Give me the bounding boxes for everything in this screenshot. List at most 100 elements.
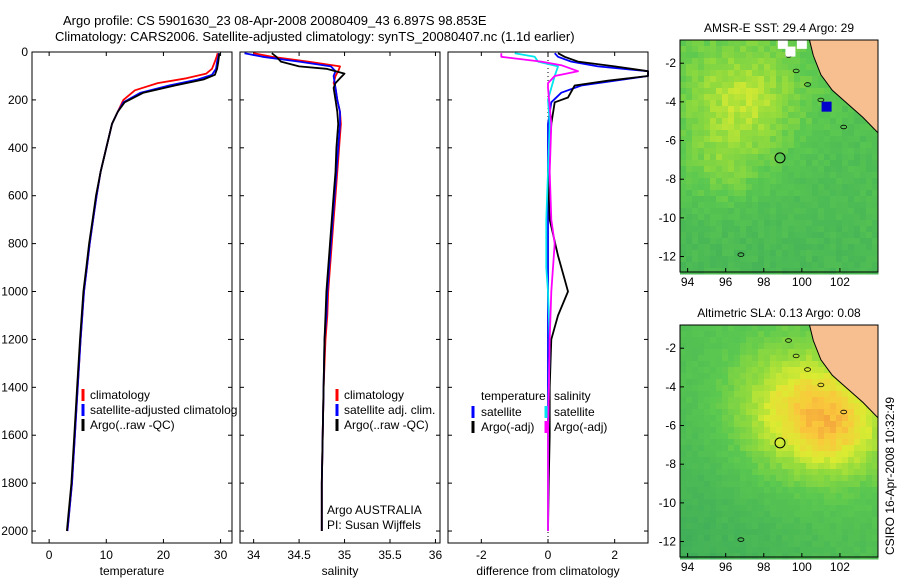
heatmap-cell [794,325,801,332]
heatmap-cell [782,331,789,338]
heatmap-cell [692,244,699,251]
heatmap-cell [680,178,687,185]
heatmap-cell [854,529,861,536]
heatmap-cell [806,337,813,344]
heatmap-cell [860,433,867,440]
heatmap-cell [710,481,717,488]
heatmap-cell [836,166,843,173]
heatmap-cell [680,361,687,368]
heatmap-cell [842,250,849,257]
heatmap-cell [872,136,879,143]
heatmap-cell [686,439,693,446]
heatmap-cell [704,379,711,386]
x-tick-label: 0 [545,548,552,562]
heatmap-cell [836,142,843,149]
heatmap-cell [782,535,789,542]
heatmap-cell [800,202,807,209]
heatmap-cell [806,511,813,518]
heatmap-cell [704,154,711,161]
heatmap-cell [728,481,735,488]
heatmap-cell [848,196,855,203]
heatmap-cell [860,409,867,416]
heatmap-cell [836,226,843,233]
heatmap-cell [752,208,759,215]
heatmap-cell [704,433,711,440]
heatmap-cell [794,136,801,143]
heatmap-cell [818,553,825,560]
heatmap-cell [734,208,741,215]
heatmap-cell [734,130,741,137]
heatmap-cell [824,94,831,101]
legend-label: satellite [554,405,595,419]
heatmap-cell [776,349,783,356]
heatmap-cell [764,238,771,245]
heatmap-cell [704,202,711,209]
y-tick-label: 2000 [1,524,28,538]
heatmap-cell [848,166,855,173]
heatmap-cell [704,232,711,239]
heatmap-cell [866,154,873,161]
heatmap-cell [698,439,705,446]
heatmap-cell [704,385,711,392]
heatmap-cell [692,208,699,215]
heatmap-cell [758,124,765,131]
map-frame [679,324,879,558]
heatmap-cell [854,130,861,137]
heatmap-cell [746,64,753,71]
heatmap-cell [758,142,765,149]
heatmap-cell [794,415,801,422]
heatmap-cell [710,232,717,239]
heatmap-cell [770,40,777,47]
heatmap-cell [710,88,717,95]
heatmap-cell [680,529,687,536]
heatmap-cell [704,178,711,185]
heatmap-cell [686,94,693,101]
heatmap-cell [734,154,741,161]
heatmap-cell [836,523,843,530]
heatmap-cell [788,154,795,161]
temperature-panel: 0 10 20 30020040060080010001200140016001800… [1,45,237,578]
heatmap-cell [704,349,711,356]
heatmap-cell [794,499,801,506]
heatmap-cell [752,343,759,350]
heatmap-cell [842,208,849,215]
heatmap-cell [758,148,765,155]
heatmap-cells [680,325,879,560]
heatmap-cell [794,256,801,263]
heatmap-cell [806,118,813,125]
heatmap-cell [746,397,753,404]
heatmap-cell [758,379,765,386]
heatmap-cell [740,457,747,464]
heatmap-cell [728,415,735,422]
heatmap-cell [746,325,753,332]
heatmap-cell [854,499,861,506]
heatmap-cell [812,475,819,482]
heatmap-cell [812,166,819,173]
heatmap-cell [782,196,789,203]
heatmap-cell [752,220,759,227]
heatmap-cell [710,100,717,107]
heatmap-cell [740,52,747,59]
heatmap-cell [716,58,723,65]
heatmap-cell [698,499,705,506]
heatmap-cell [704,76,711,83]
heatmap-cell [758,535,765,542]
heatmap-cell [848,499,855,506]
heatmap-cell [734,517,741,524]
heatmap-cell [734,184,741,191]
heatmap-cell [722,142,729,149]
heatmap-cell [680,58,687,65]
heatmap-cell [734,118,741,125]
heatmap-cell [752,40,759,47]
heatmap-cell [722,421,729,428]
heatmap-cell [764,433,771,440]
cold-patch [821,101,832,112]
heatmap-cell [782,226,789,233]
heatmap-cell [836,535,843,542]
heatmap-cell [764,445,771,452]
heatmap-cell [854,142,861,149]
heatmap-cell [854,463,861,470]
heatmap-cell [824,88,831,95]
x-tick-label: 35 [338,548,352,562]
heatmap-cell [776,268,783,275]
